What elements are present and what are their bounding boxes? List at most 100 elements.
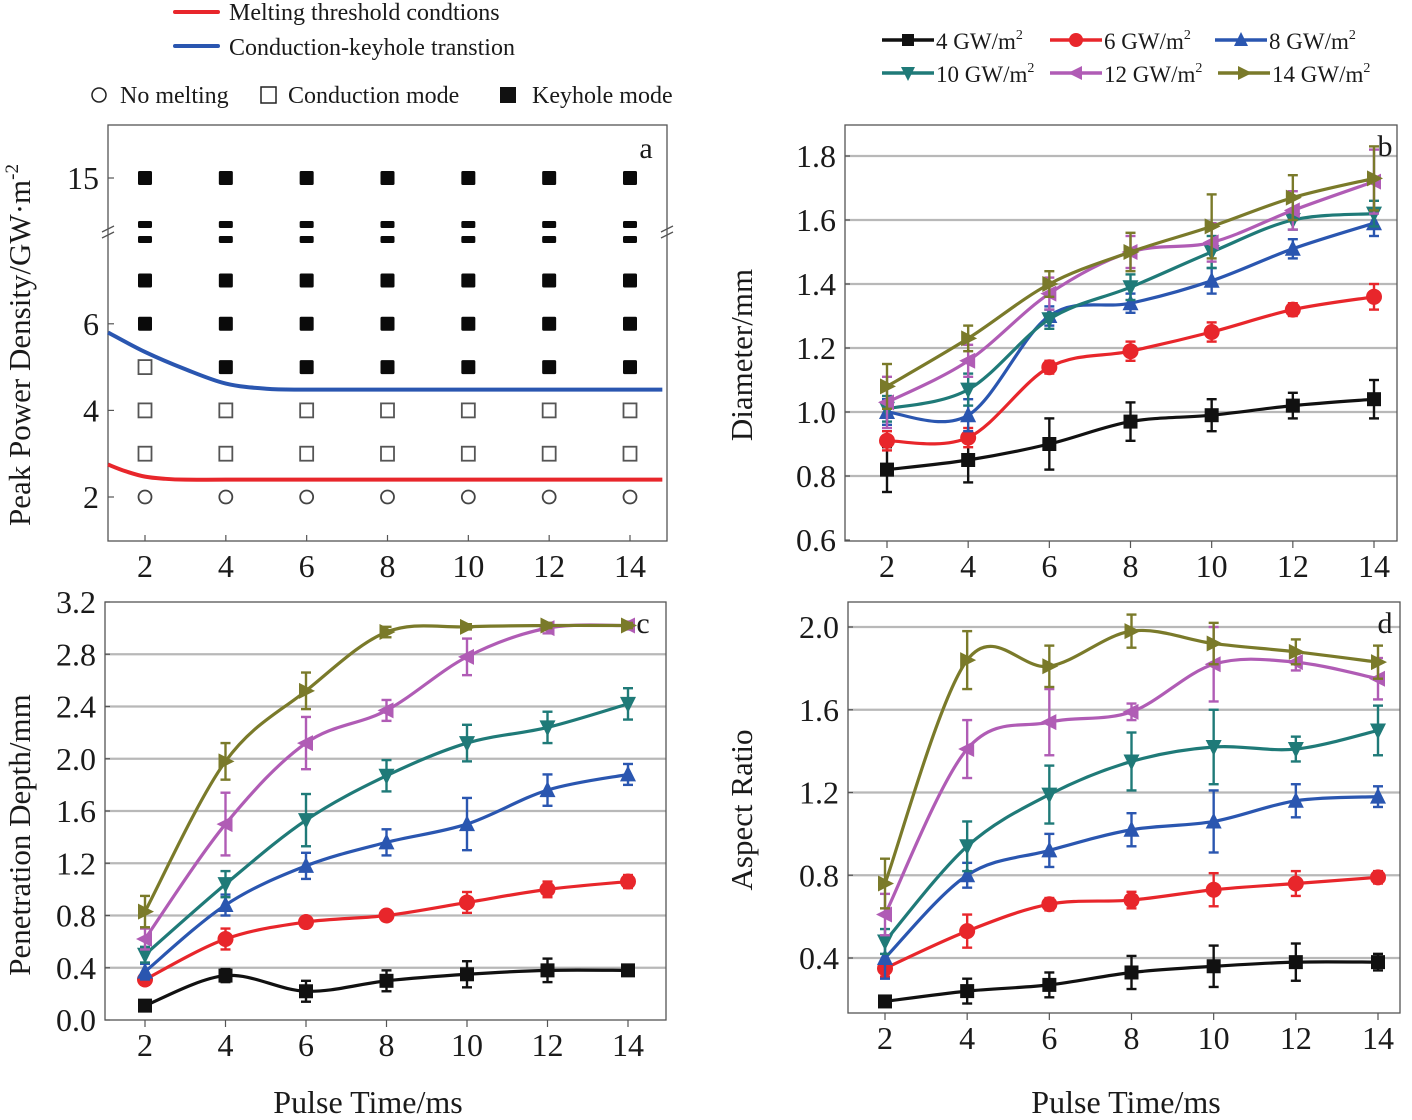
keyhole-point — [299, 273, 314, 288]
legend-label: 4 GW/m2 — [936, 28, 1023, 54]
data-point — [620, 696, 636, 713]
data-point — [959, 923, 976, 940]
data-point — [1206, 959, 1221, 974]
data-point — [1285, 398, 1300, 413]
data-point — [1123, 244, 1140, 260]
open-circle-icon — [91, 87, 107, 103]
legend-label: 14 GW/m2 — [1272, 61, 1370, 87]
data-point — [1203, 324, 1220, 340]
y-tick-label: 1.0 — [796, 394, 836, 430]
data-point — [1204, 408, 1219, 423]
y-tick-label: 1.2 — [796, 330, 836, 366]
data-point — [539, 781, 556, 798]
legend-top-left: Melting threshold condtions Conduction-k… — [91, 0, 673, 109]
conduction-point — [622, 445, 638, 462]
x-tick-label: 10 — [1198, 1020, 1230, 1056]
keyhole-point — [299, 316, 314, 331]
no-melting-point — [137, 489, 153, 505]
data-point — [458, 648, 474, 665]
no-melting-point — [460, 489, 476, 505]
keyhole-point — [623, 171, 637, 185]
data-point — [958, 741, 975, 758]
keyhole-point — [299, 171, 314, 185]
data-point — [1287, 742, 1304, 759]
series-10gwm2 — [137, 687, 636, 964]
keyhole-point — [299, 360, 314, 375]
conduction-keyhole-curve — [107, 330, 663, 392]
x-tick-label: 8 — [1123, 548, 1139, 584]
x-tick-label: 2 — [877, 1020, 893, 1056]
y-tick-label: 1.8 — [796, 138, 836, 174]
data-point — [378, 907, 395, 924]
y-tick-label: 4 — [83, 392, 99, 428]
triangle-up-marker-icon — [1234, 32, 1248, 46]
data-point — [460, 618, 476, 635]
x-tick-label: 8 — [1124, 1020, 1140, 1056]
conduction-point — [622, 402, 638, 419]
triangle-down-marker-icon — [901, 67, 915, 81]
y-tick-label: 2.0 — [799, 609, 839, 645]
conduction-point — [137, 359, 153, 376]
axis-break-mark — [101, 231, 115, 239]
data-point — [1370, 869, 1386, 886]
data-point — [1370, 787, 1386, 804]
data-point — [1042, 658, 1059, 675]
data-point — [216, 816, 233, 833]
y-tick-label: 1.6 — [796, 202, 836, 238]
series-4gwm2 — [878, 942, 1385, 1009]
conduction-point — [380, 445, 395, 462]
keyhole-point — [138, 221, 152, 228]
data-point — [960, 382, 977, 399]
conduction-point — [299, 402, 315, 419]
legend-entry: 10 GW/m2 — [882, 61, 1034, 87]
keyhole-point — [218, 316, 233, 331]
data-point — [1042, 437, 1057, 451]
data-point — [137, 947, 153, 964]
series-line — [144, 879, 629, 981]
x-tick-label: 6 — [299, 548, 315, 584]
legend-entry: 4 GW/m2 — [882, 28, 1023, 54]
data-point — [539, 881, 556, 898]
data-point — [1042, 276, 1059, 292]
data-point — [136, 931, 152, 948]
x-tick-label: 12 — [1280, 1020, 1312, 1056]
keyhole-point — [218, 171, 233, 185]
data-point — [1205, 739, 1222, 756]
keyhole-point — [218, 236, 233, 243]
no-melting-point — [380, 489, 395, 505]
triangle-left-marker-icon — [1068, 66, 1082, 80]
data-point — [299, 984, 313, 999]
keyhole-point — [380, 171, 395, 185]
y-tick-label: 1.2 — [56, 845, 96, 881]
x-tick-label: 14 — [1358, 548, 1390, 584]
keyhole-point — [461, 360, 476, 375]
y-tick-label: 6 — [83, 306, 99, 342]
x-tick-label: 12 — [1277, 548, 1309, 584]
triangle-right-marker-icon — [1238, 66, 1252, 80]
y-tick-label: 0.4 — [56, 950, 96, 986]
series-8gwm2 — [137, 762, 636, 981]
legend-label-sup: 2 — [1027, 61, 1034, 76]
x-tick-label: 6 — [298, 1027, 314, 1063]
data-point — [1124, 965, 1139, 980]
conduction-point — [460, 402, 476, 419]
data-point — [961, 453, 976, 467]
keyhole-point — [380, 273, 395, 288]
legend-label-sup: 2 — [1349, 28, 1356, 43]
keyhole-point — [138, 273, 152, 288]
legend-top-right: 4 GW/m2 6 GW/m2 8 GW/m2 10 GW/m2 12 GW/m2 14 … — [882, 28, 1370, 87]
x-tick-label: 12 — [532, 1027, 564, 1063]
data-point — [1287, 875, 1304, 892]
data-point — [1041, 787, 1058, 804]
open-square-icon — [260, 86, 277, 104]
keyhole-point — [461, 221, 476, 228]
plot-frame — [847, 601, 1401, 1014]
panel-b: 0.6 0.8 1.0 1.2 1.4 1.6 1.8 2 4 6 8 10 12 14 Diameter/… — [724, 124, 1398, 584]
data-point — [1367, 170, 1383, 187]
keyhole-point — [138, 171, 152, 185]
y-tick-label: 0.8 — [799, 857, 839, 893]
filled-square-icon — [500, 87, 516, 103]
y-tick-label: 3.2 — [56, 584, 96, 620]
data-point — [1288, 955, 1303, 970]
